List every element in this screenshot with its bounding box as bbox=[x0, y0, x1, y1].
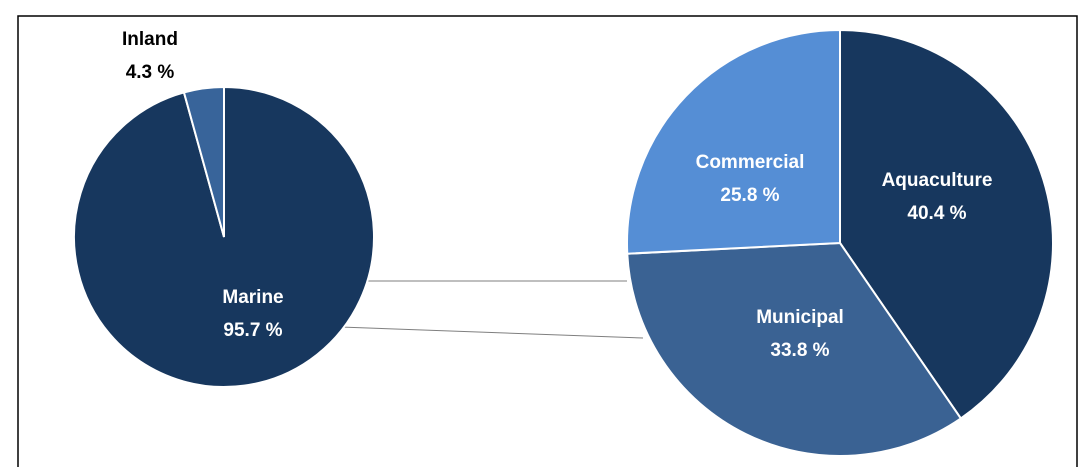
slice-value-label: 25.8 % bbox=[720, 185, 779, 206]
slice-label: Commercial bbox=[696, 152, 805, 173]
connector-line bbox=[339, 326, 644, 339]
pie-slice bbox=[839, 28, 1054, 420]
slice-value-label: 95.7 % bbox=[223, 320, 282, 341]
slice-label: Municipal bbox=[756, 307, 844, 328]
slice-label: Inland bbox=[122, 29, 178, 50]
slice-value-label: 40.4 % bbox=[907, 203, 966, 224]
slice-value-label: 33.8 % bbox=[770, 340, 829, 361]
slice-label: Aquaculture bbox=[882, 170, 993, 191]
slice-label: Marine bbox=[222, 287, 283, 308]
pie-slice bbox=[626, 28, 841, 255]
pie-slice bbox=[626, 241, 963, 457]
pie-slice bbox=[182, 85, 225, 238]
slice-value-label: 4.3 % bbox=[126, 62, 175, 83]
